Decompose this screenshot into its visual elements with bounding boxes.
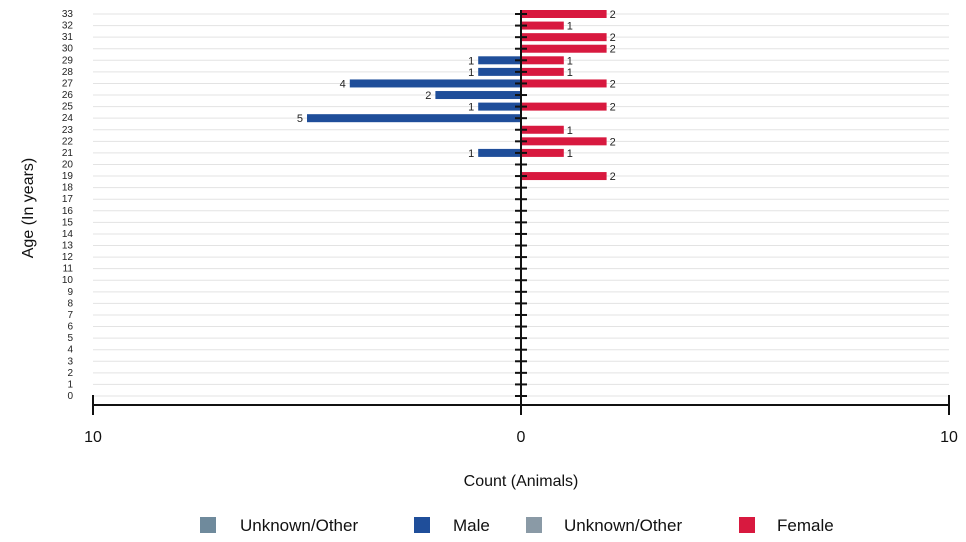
bar-label-female-right-age-21: 1 (567, 148, 573, 160)
legend-swatch-female (739, 517, 755, 533)
x-tick-label-left: 10 (84, 429, 102, 446)
y-tick-label-29: 29 (62, 55, 74, 66)
bar-female-right-age-28 (521, 67, 564, 76)
legend-item-female: Female (739, 516, 834, 535)
y-tick-label-10: 10 (62, 275, 74, 286)
legend-label-unknown-other-left: Unknown/Other (240, 516, 358, 535)
y-tick-label-9: 9 (67, 287, 73, 298)
y-tick-label-19: 19 (62, 171, 74, 182)
bar-male-left-age-28 (478, 67, 521, 76)
legend-swatch-unknown-other-left (200, 517, 216, 533)
legend-label-unknown-other-right: Unknown/Other (564, 516, 682, 535)
y-tick-label-7: 7 (67, 310, 73, 321)
y-tick-label-30: 30 (62, 44, 74, 55)
bar-male-left-age-29 (478, 56, 521, 65)
y-tick-label-5: 5 (67, 333, 73, 344)
bar-male-left-age-21 (478, 148, 521, 157)
bar-female-right-age-33 (521, 10, 607, 18)
bar-label-male-left-age-28: 1 (468, 67, 474, 79)
legend-swatch-male (414, 517, 430, 533)
y-tick-label-28: 28 (62, 67, 74, 78)
legend: Unknown/Other Male Unknown/Other Female (200, 516, 834, 535)
labels: 0123456789101112131415161718192021222324… (62, 9, 616, 402)
bar-female-right-age-22 (521, 137, 607, 146)
legend-label-male: Male (453, 516, 490, 535)
y-tick-label-4: 4 (67, 345, 73, 356)
bar-label-female-right-age-31: 2 (610, 32, 616, 44)
bar-label-female-right-age-33: 2 (610, 9, 616, 21)
y-tick-label-24: 24 (62, 113, 74, 124)
legend-item-unknown-other-right: Unknown/Other (526, 516, 682, 535)
bar-male-left-age-27 (349, 79, 521, 88)
bar-label-female-right-age-23: 1 (567, 125, 573, 137)
bar-label-female-right-age-28: 1 (567, 67, 573, 79)
bar-female-right-age-19 (521, 172, 607, 181)
y-tick-label-11: 11 (63, 264, 74, 275)
y-tick-label-23: 23 (62, 125, 74, 136)
y-tick-label-14: 14 (62, 229, 74, 240)
legend-item-male: Male (414, 516, 490, 535)
y-tick-label-15: 15 (62, 217, 74, 228)
y-tick-label-0: 0 (67, 391, 73, 402)
y-tick-label-32: 32 (62, 21, 74, 32)
legend-swatch-unknown-other-right (526, 517, 542, 533)
y-tick-label-8: 8 (67, 298, 73, 309)
y-tick-label-17: 17 (62, 194, 74, 205)
y-tick-label-3: 3 (67, 356, 73, 367)
y-tick-label-21: 21 (62, 148, 74, 159)
y-tick-label-16: 16 (62, 206, 74, 217)
y-tick-label-12: 12 (62, 252, 74, 263)
y-tick-label-33: 33 (62, 9, 74, 20)
bar-male-left-age-26 (435, 91, 521, 100)
bar-label-male-left-age-29: 1 (468, 55, 474, 67)
x-axis-title: Count (Animals) (464, 473, 579, 490)
bar-male-left-age-24 (307, 114, 521, 123)
y-tick-label-20: 20 (62, 159, 74, 170)
y-tick-label-6: 6 (67, 322, 73, 333)
bar-label-male-left-age-25: 1 (468, 102, 474, 114)
y-tick-label-1: 1 (67, 379, 73, 390)
bar-female-right-age-30 (521, 44, 607, 53)
bar-label-male-left-age-27: 4 (340, 78, 346, 90)
bar-female-right-age-27 (521, 79, 607, 88)
bar-male-left-age-25 (478, 102, 521, 111)
bar-label-female-right-age-32: 1 (567, 21, 573, 33)
bar-female-right-age-21 (521, 148, 564, 157)
bar-label-female-right-age-30: 2 (610, 44, 616, 56)
y-tick-label-22: 22 (62, 136, 74, 147)
y-tick-label-2: 2 (67, 368, 73, 379)
bar-label-male-left-age-21: 1 (468, 148, 474, 160)
legend-label-female: Female (777, 516, 834, 535)
y-tick-label-25: 25 (62, 102, 74, 113)
y-tick-label-26: 26 (62, 90, 74, 101)
y-axis-title: Age (In years) (20, 158, 37, 258)
x-tick-label-right: 10 (940, 429, 958, 446)
bar-female-right-age-25 (521, 102, 607, 111)
bar-label-male-left-age-24: 5 (297, 113, 303, 125)
y-tick-label-13: 13 (62, 241, 74, 252)
y-tick-label-31: 31 (62, 32, 74, 43)
bar-female-right-age-31 (521, 33, 607, 42)
legend-item-unknown-other-left: Unknown/Other (200, 516, 358, 535)
x-tick-label-center: 0 (517, 429, 526, 446)
bar-female-right-age-32 (521, 21, 564, 30)
bars (307, 10, 607, 181)
bar-label-female-right-age-19: 2 (610, 171, 616, 183)
bar-label-female-right-age-29: 1 (567, 55, 573, 67)
axes (92, 10, 950, 415)
bar-female-right-age-23 (521, 125, 564, 134)
y-tick-label-18: 18 (62, 183, 74, 194)
bar-label-male-left-age-26: 2 (425, 90, 431, 102)
bar-female-right-age-29 (521, 56, 564, 65)
y-tick-label-27: 27 (62, 78, 74, 89)
bar-label-female-right-age-27: 2 (610, 78, 616, 90)
bar-label-female-right-age-22: 2 (610, 136, 616, 148)
bar-label-female-right-age-25: 2 (610, 102, 616, 114)
